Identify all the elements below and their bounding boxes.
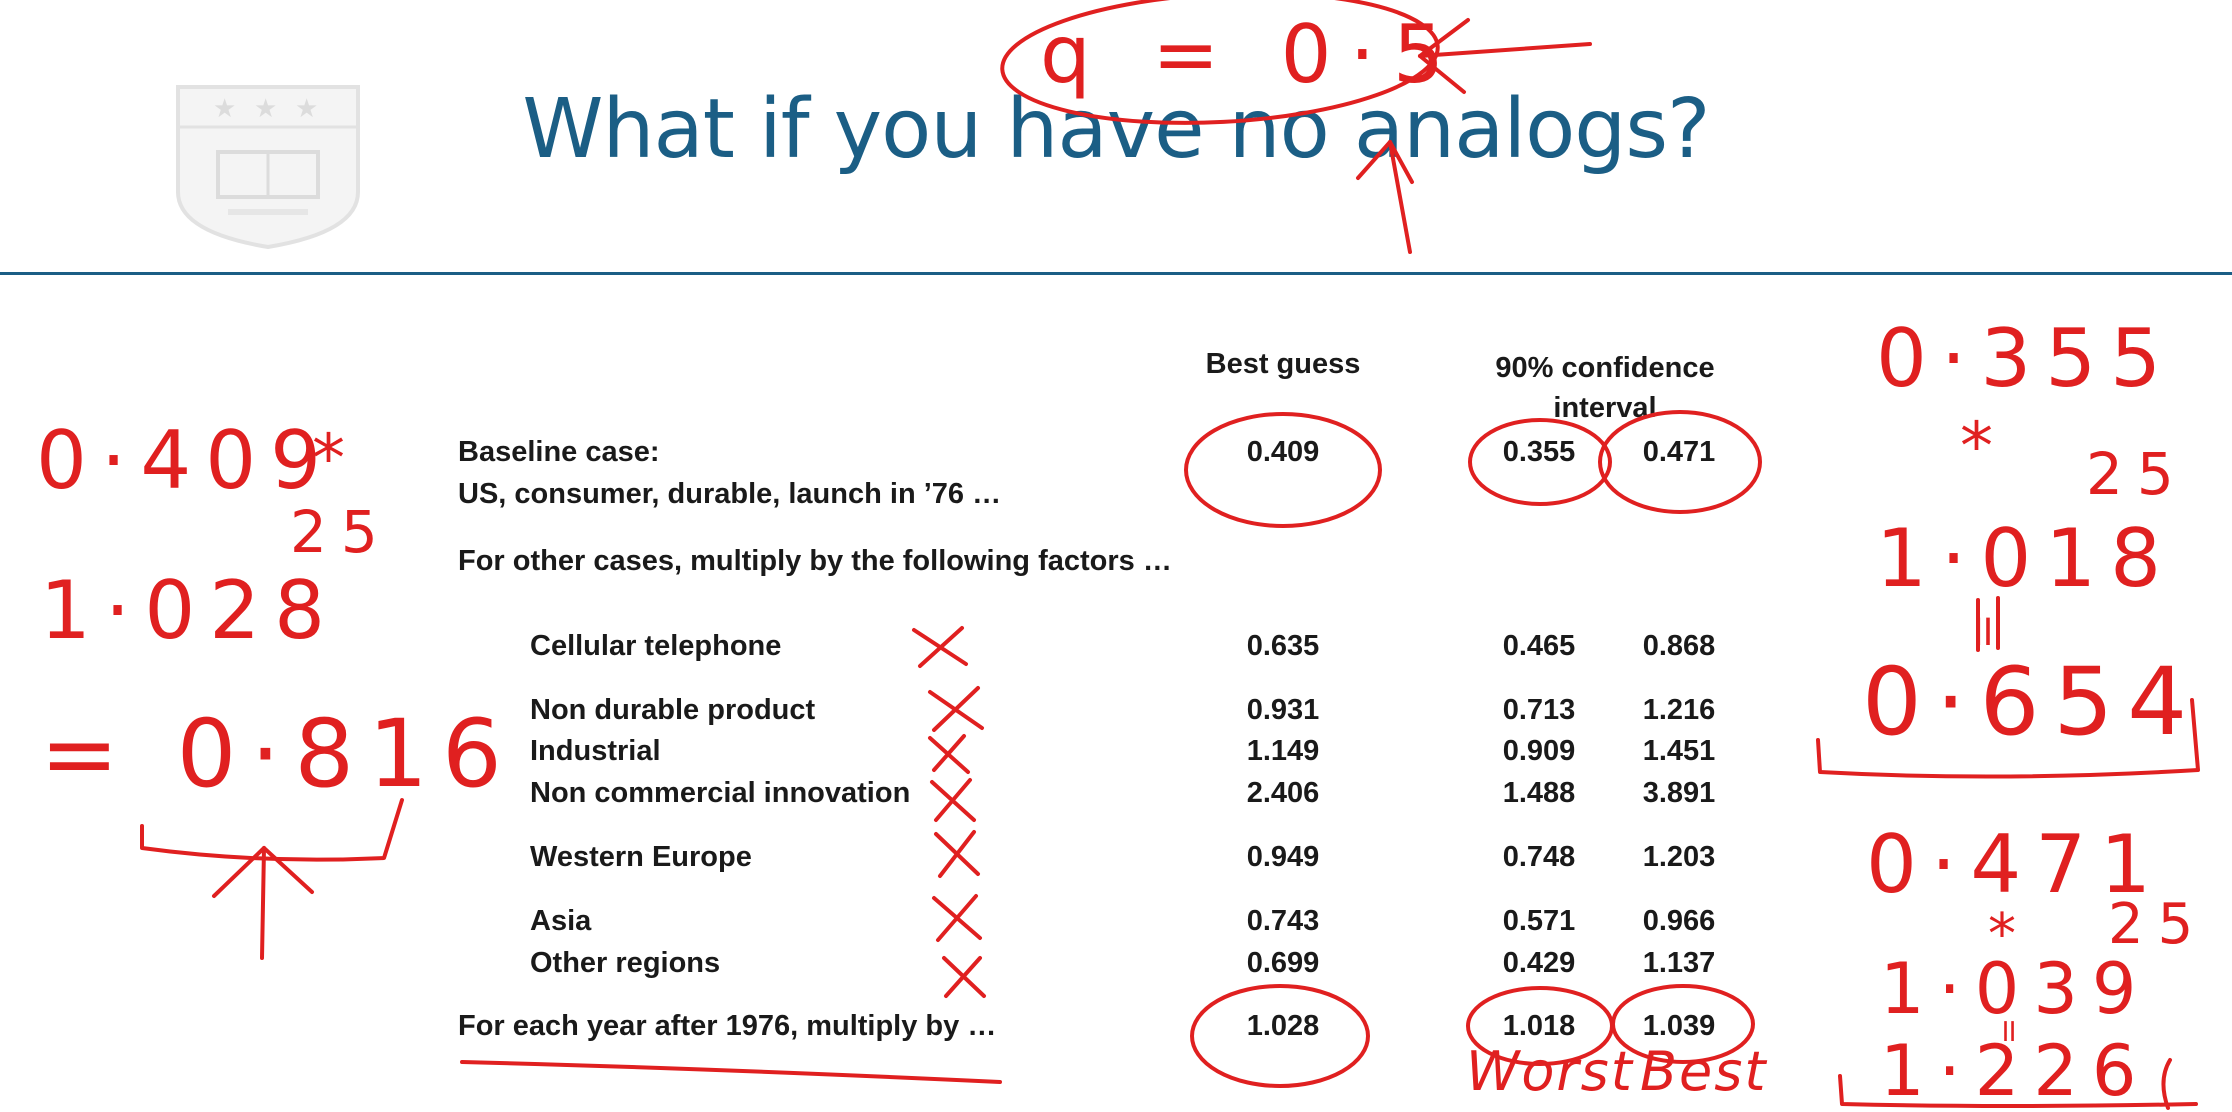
- factor-low: 1.488: [1502, 777, 1576, 809]
- underline-per-year: [460, 1060, 1002, 1084]
- factor-best: 2.406: [1246, 777, 1320, 809]
- factor-high: 1.203: [1642, 841, 1716, 873]
- factor-label: Non durable product: [530, 694, 816, 726]
- annotation-best: Best: [1640, 1040, 1768, 1103]
- annotation-right-bottom-star: *: [1988, 902, 2030, 967]
- factor-high: 1.216: [1642, 694, 1716, 726]
- factor-best: 0.949: [1246, 841, 1320, 873]
- factor-low: 0.571: [1502, 905, 1576, 937]
- annotation-left-line1: 0·409: [36, 414, 336, 507]
- other-cases-label: For other cases, multiply by the followi…: [458, 545, 1172, 577]
- header-best-guess: Best guess: [1205, 348, 1361, 380]
- annotation-right-top-line1: 0·355: [1876, 312, 2176, 405]
- factor-label: Cellular telephone: [530, 630, 782, 662]
- annotation-right-bottom-result: 1·226: [1880, 1030, 2151, 1112]
- per-year-high: 1.039: [1642, 1010, 1716, 1042]
- per-year-best: 1.028: [1246, 1010, 1320, 1042]
- factor-label: Western Europe: [530, 841, 752, 873]
- header-confidence-interval: 90% confidence interval: [1495, 352, 1715, 424]
- svg-text:★: ★: [213, 94, 236, 124]
- factor-label: Other regions: [530, 947, 721, 979]
- annotation-left-line2: 1·028: [40, 564, 340, 657]
- factor-high: 3.891: [1642, 777, 1716, 809]
- annotation-right-bottom-line1: 0·471: [1866, 818, 2166, 911]
- factor-best: 0.743: [1246, 905, 1320, 937]
- baseline-label: Baseline case:: [458, 436, 660, 468]
- annotation-left-exponent: 25: [290, 498, 392, 566]
- factor-label: Industrial: [530, 735, 661, 767]
- factor-low: 0.713: [1502, 694, 1576, 726]
- baseline-description: US, consumer, durable, launch in ’76 …: [458, 478, 1002, 510]
- cross-mark: [942, 956, 986, 998]
- factor-low: 0.909: [1502, 735, 1576, 767]
- factor-best: 0.699: [1246, 947, 1320, 979]
- annotation-left-star: *: [312, 420, 359, 497]
- cross-mark: [912, 626, 968, 668]
- svg-text:★: ★: [254, 94, 277, 124]
- baseline-high: 0.471: [1642, 436, 1716, 468]
- baseline-low: 0.355: [1502, 436, 1576, 468]
- factor-low: 0.465: [1502, 630, 1576, 662]
- annotation-right-bottom-line2: 1·039: [1880, 948, 2151, 1030]
- cross-mark: [930, 778, 976, 822]
- cross-mark: [934, 830, 980, 878]
- annotation-right-top-line2: 1·018: [1876, 512, 2176, 605]
- title-divider: [0, 272, 2232, 275]
- annotation-right-top-star: *: [1960, 408, 2007, 485]
- annotation-right-top-result: 0·654: [1862, 648, 2202, 757]
- annotation-right-bottom-exponent: 25: [2108, 892, 2208, 957]
- factor-label: Asia: [530, 905, 592, 937]
- factor-high: 0.966: [1642, 905, 1716, 937]
- annotation-q-value: q = 0·5: [1040, 8, 1462, 101]
- per-year-low: 1.018: [1502, 1010, 1576, 1042]
- factor-low: 0.429: [1502, 947, 1576, 979]
- factor-low: 0.748: [1502, 841, 1576, 873]
- cross-mark: [928, 686, 984, 732]
- factor-best: 0.931: [1246, 694, 1320, 726]
- annotation-right-bottom-equals: ॥: [1998, 1011, 2018, 1049]
- annotation-right-top-exponent: 25: [2086, 440, 2188, 508]
- factor-best: 1.149: [1246, 735, 1320, 767]
- annotation-worst: Worst: [1466, 1040, 1634, 1103]
- cross-mark: [928, 734, 970, 774]
- factor-high: 1.451: [1642, 735, 1716, 767]
- baseline-best: 0.409: [1246, 436, 1320, 468]
- annotation-left-result: = 0·816: [40, 700, 516, 809]
- university-crest-logo: ★ ★ ★: [168, 82, 368, 252]
- circle-baseline-best: [1184, 412, 1382, 528]
- factor-best: 0.635: [1246, 630, 1320, 662]
- factor-label: Non commercial innovation: [530, 777, 911, 809]
- arrow-up-left-result: [260, 846, 266, 960]
- factor-high: 1.137: [1642, 947, 1716, 979]
- cross-mark: [932, 894, 982, 942]
- factor-high: 0.868: [1642, 630, 1716, 662]
- svg-text:★: ★: [295, 94, 318, 124]
- per-year-label: For each year after 1976, multiply by …: [458, 1010, 997, 1042]
